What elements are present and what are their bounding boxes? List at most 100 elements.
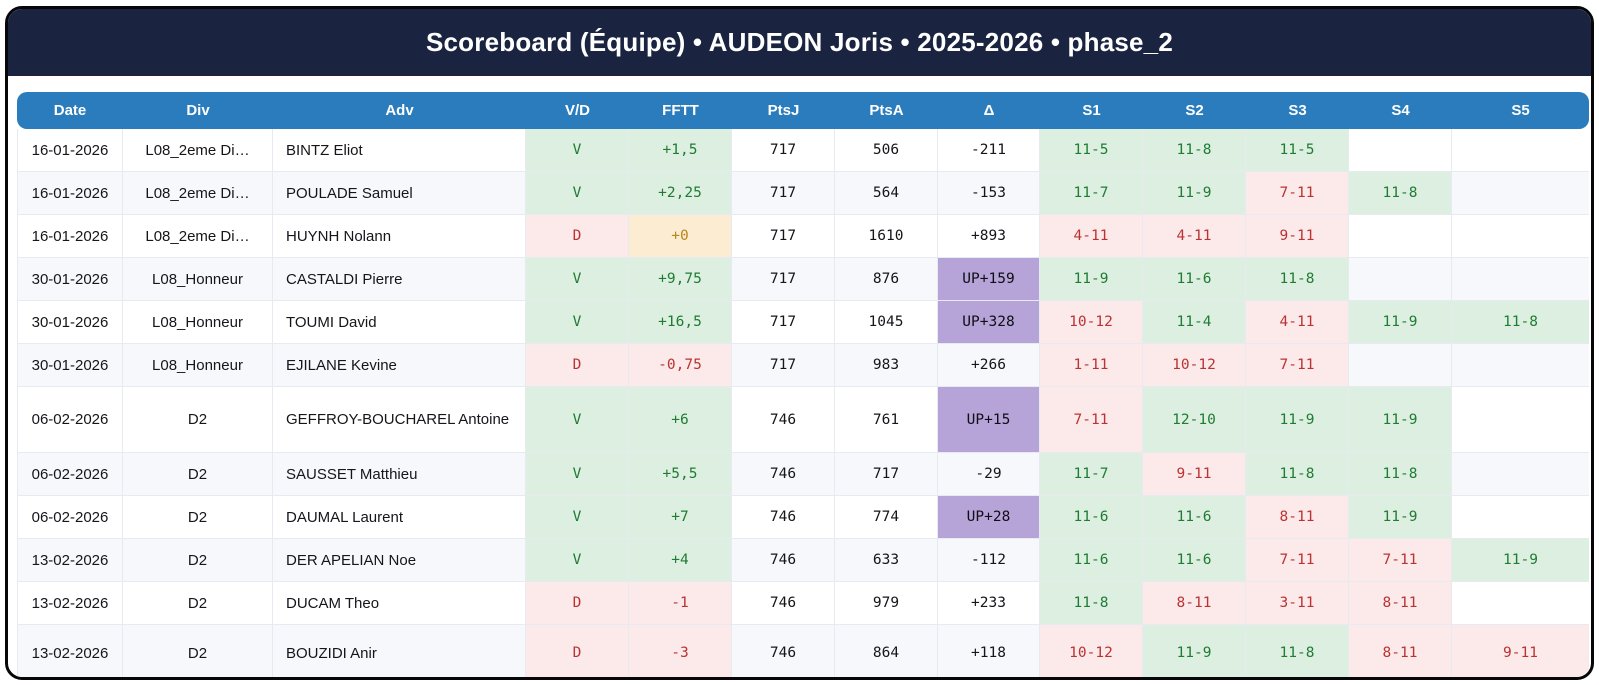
div-cell: L08_2eme Di…: [123, 129, 273, 172]
set5-cell: [1452, 496, 1589, 539]
set2-cell: 8-11: [1143, 582, 1246, 625]
set1-cell: 11-8: [1040, 582, 1143, 625]
results-table: Date Div Adv V/D FFTT PtsJ PtsA Δ S1 S2 S3 S4 S5 16-…: [17, 92, 1589, 677]
ptsa-cell: 979: [835, 582, 938, 625]
set1-cell: 11-6: [1040, 539, 1143, 582]
vd-cell: V: [526, 258, 629, 301]
table-header-row: Date Div Adv V/D FFTT PtsJ PtsA Δ S1 S2 S3 S4 S5: [17, 92, 1589, 129]
set2-cell: 11-6: [1143, 258, 1246, 301]
ptsj-cell: 746: [732, 496, 835, 539]
set4-cell: 7-11: [1349, 539, 1452, 582]
delta-cell: -153: [938, 172, 1040, 215]
date-cell: 06-02-2026: [17, 453, 123, 496]
ptsj-cell: 717: [732, 258, 835, 301]
set5-cell: [1452, 172, 1589, 215]
set4-cell: 11-8: [1349, 453, 1452, 496]
ptsa-cell: 506: [835, 129, 938, 172]
div-cell: D2: [123, 453, 273, 496]
div-cell: D2: [123, 625, 273, 677]
delta-cell: -211: [938, 129, 1040, 172]
table-row: 16-01-2026 L08_2eme Di… POULADE Samuel V +2,…: [17, 172, 1589, 215]
set5-cell: [1452, 453, 1589, 496]
set4-cell: [1349, 258, 1452, 301]
div-cell: L08_Honneur: [123, 344, 273, 387]
set3-cell: 11-8: [1246, 258, 1349, 301]
table-row: 30-01-2026 L08_Honneur CASTALDI Pierre V +9,…: [17, 258, 1589, 301]
date-cell: 06-02-2026: [17, 387, 123, 453]
set4-cell: [1349, 129, 1452, 172]
column-header-ptsa: PtsA: [835, 92, 938, 129]
column-header-fftt: FFTT: [629, 92, 732, 129]
set1-cell: 7-11: [1040, 387, 1143, 453]
set3-cell: 4-11: [1246, 301, 1349, 344]
vd-cell: V: [526, 453, 629, 496]
vd-cell: V: [526, 129, 629, 172]
date-cell: 13-02-2026: [17, 582, 123, 625]
div-cell: D2: [123, 582, 273, 625]
column-header-delta: Δ: [938, 92, 1040, 129]
set4-cell: 11-9: [1349, 387, 1452, 453]
column-header-s4: S4: [1349, 92, 1452, 129]
table-row: 16-01-2026 L08_2eme Di… BINTZ Eliot V +1,5 71…: [17, 129, 1589, 172]
set1-cell: 10-12: [1040, 301, 1143, 344]
fftt-cell: -0,75: [629, 344, 732, 387]
ptsa-cell: 774: [835, 496, 938, 539]
date-cell: 16-01-2026: [17, 215, 123, 258]
date-cell: 16-01-2026: [17, 172, 123, 215]
set5-cell: [1452, 258, 1589, 301]
fftt-cell: +16,5: [629, 301, 732, 344]
date-cell: 13-02-2026: [17, 539, 123, 582]
set2-cell: 9-11: [1143, 453, 1246, 496]
ptsj-cell: 717: [732, 172, 835, 215]
table-row: 13-02-2026 D2 BOUZIDI Anir D -3 746 864 +118 10-…: [17, 625, 1589, 677]
set5-cell: [1452, 582, 1589, 625]
set3-cell: 11-8: [1246, 453, 1349, 496]
table-row: 06-02-2026 D2 GEFFROY-BOUCHAREL Antoine V +6…: [17, 387, 1589, 453]
set1-cell: 11-5: [1040, 129, 1143, 172]
set5-cell: [1452, 387, 1589, 453]
ptsj-cell: 717: [732, 129, 835, 172]
set1-cell: 4-11: [1040, 215, 1143, 258]
title-bar: Scoreboard (Équipe) • AUDEON Joris • 202…: [8, 9, 1591, 76]
delta-cell: UP+159: [938, 258, 1040, 301]
table-row: 30-01-2026 L08_Honneur TOUMI David V +16,5 71…: [17, 301, 1589, 344]
adv-cell: DUCAM Theo: [273, 582, 526, 625]
table-row: 06-02-2026 D2 SAUSSET Matthieu V +5,5 746 717-…: [17, 453, 1589, 496]
set2-cell: 10-12: [1143, 344, 1246, 387]
vd-cell: V: [526, 387, 629, 453]
fftt-cell: +7: [629, 496, 732, 539]
column-header-vd: V/D: [526, 92, 629, 129]
vd-cell: V: [526, 539, 629, 582]
ptsj-cell: 746: [732, 625, 835, 677]
set3-cell: 11-5: [1246, 129, 1349, 172]
delta-cell: +893: [938, 215, 1040, 258]
set4-cell: 11-8: [1349, 172, 1452, 215]
fftt-cell: -3: [629, 625, 732, 677]
date-cell: 06-02-2026: [17, 496, 123, 539]
set5-cell: 11-9: [1452, 539, 1589, 582]
table-row: 13-02-2026 D2 DER APELIAN Noe V +4 746 633 -112…: [17, 539, 1589, 582]
fftt-cell: +2,25: [629, 172, 732, 215]
vd-cell: V: [526, 172, 629, 215]
ptsj-cell: 746: [732, 539, 835, 582]
column-header-s2: S2: [1143, 92, 1246, 129]
ptsa-cell: 633: [835, 539, 938, 582]
vd-cell: D: [526, 625, 629, 677]
ptsa-cell: 564: [835, 172, 938, 215]
ptsj-cell: 746: [732, 453, 835, 496]
set4-cell: [1349, 344, 1452, 387]
column-header-adv: Adv: [273, 92, 526, 129]
date-cell: 30-01-2026: [17, 258, 123, 301]
set1-cell: 11-9: [1040, 258, 1143, 301]
set1-cell: 10-12: [1040, 625, 1143, 677]
ptsj-cell: 746: [732, 387, 835, 453]
adv-cell: DAUMAL Laurent: [273, 496, 526, 539]
ptsj-cell: 717: [732, 301, 835, 344]
set3-cell: 8-11: [1246, 496, 1349, 539]
ptsa-cell: 717: [835, 453, 938, 496]
set3-cell: 7-11: [1246, 539, 1349, 582]
fftt-cell: +0: [629, 215, 732, 258]
set3-cell: 7-11: [1246, 172, 1349, 215]
set1-cell: 11-7: [1040, 172, 1143, 215]
adv-cell: HUYNH Nolann: [273, 215, 526, 258]
